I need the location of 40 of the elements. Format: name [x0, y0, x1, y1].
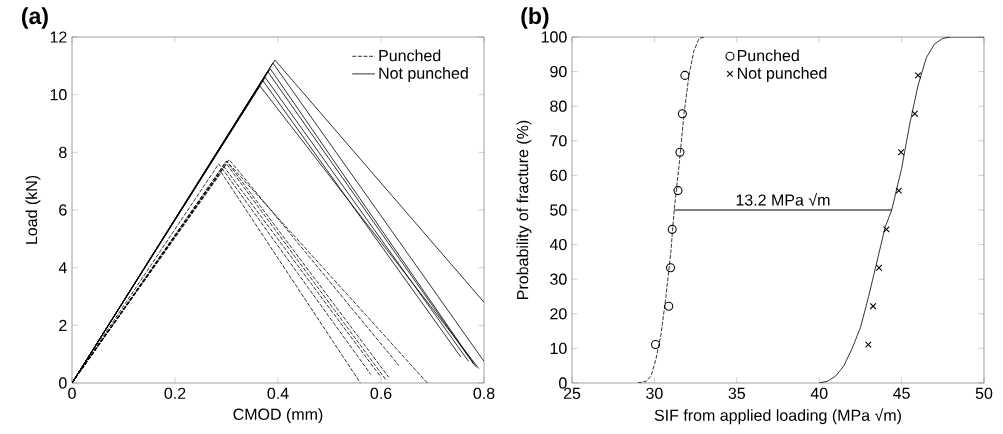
x-tick-label: 0	[68, 387, 76, 400]
x-tick-label: 25	[563, 387, 581, 400]
x-tick-label: 40	[810, 387, 828, 400]
x-tick-label: 30	[646, 387, 663, 400]
x-tick-label: 0.4	[267, 387, 289, 400]
y-tick-label: 20	[550, 308, 567, 320]
y-tick-label: 2	[59, 319, 67, 331]
x-tick-label: 0.6	[370, 387, 392, 400]
y-tick-label: 30	[550, 273, 567, 285]
y-tick-label: 40	[549, 238, 567, 251]
y-tick-label: 4	[58, 262, 67, 274]
x-tick-label: 35	[728, 387, 746, 400]
y-tick-label: 100	[541, 31, 567, 43]
y-tick-label: 6	[59, 204, 67, 216]
x-tick-label: 0.8	[473, 387, 495, 400]
y-tick-label: 90	[550, 65, 567, 78]
legend-label: Punched	[737, 49, 799, 62]
y-tick-label: 50	[550, 204, 567, 216]
y-tick-label: 0	[59, 377, 67, 389]
x-axis-title: CMOD (mm)	[233, 408, 323, 424]
x-axis-title: SIF from applied loading (MPa √m)	[654, 408, 901, 425]
y-tick-label: 60	[550, 169, 567, 182]
chart-title: (a)	[22, 7, 48, 29]
x-tick-label: 50	[975, 387, 993, 400]
y-tick-label: 80	[550, 100, 567, 112]
legend-label: Not punched	[737, 67, 827, 83]
y-tick-label: 8	[59, 146, 67, 158]
y-tick-label: 12	[50, 31, 67, 43]
annotation: 13.2 MPa √m	[736, 192, 830, 206]
y-tick-label: 0	[559, 377, 567, 389]
y-axis-title: Load (kN)	[25, 175, 41, 244]
legend-label: Punched	[379, 49, 441, 62]
legend-label: Not punched	[379, 67, 468, 83]
y-tick-label: 10	[50, 89, 67, 101]
y-tick-label: 70	[550, 135, 567, 147]
y-tick-label: 10	[550, 342, 567, 355]
y-axis-title: Probability of fracture (%)	[516, 120, 532, 299]
chart-title: (b)	[521, 7, 549, 29]
x-tick-label: 0.2	[164, 387, 186, 400]
x-tick-label: 45	[893, 387, 910, 399]
